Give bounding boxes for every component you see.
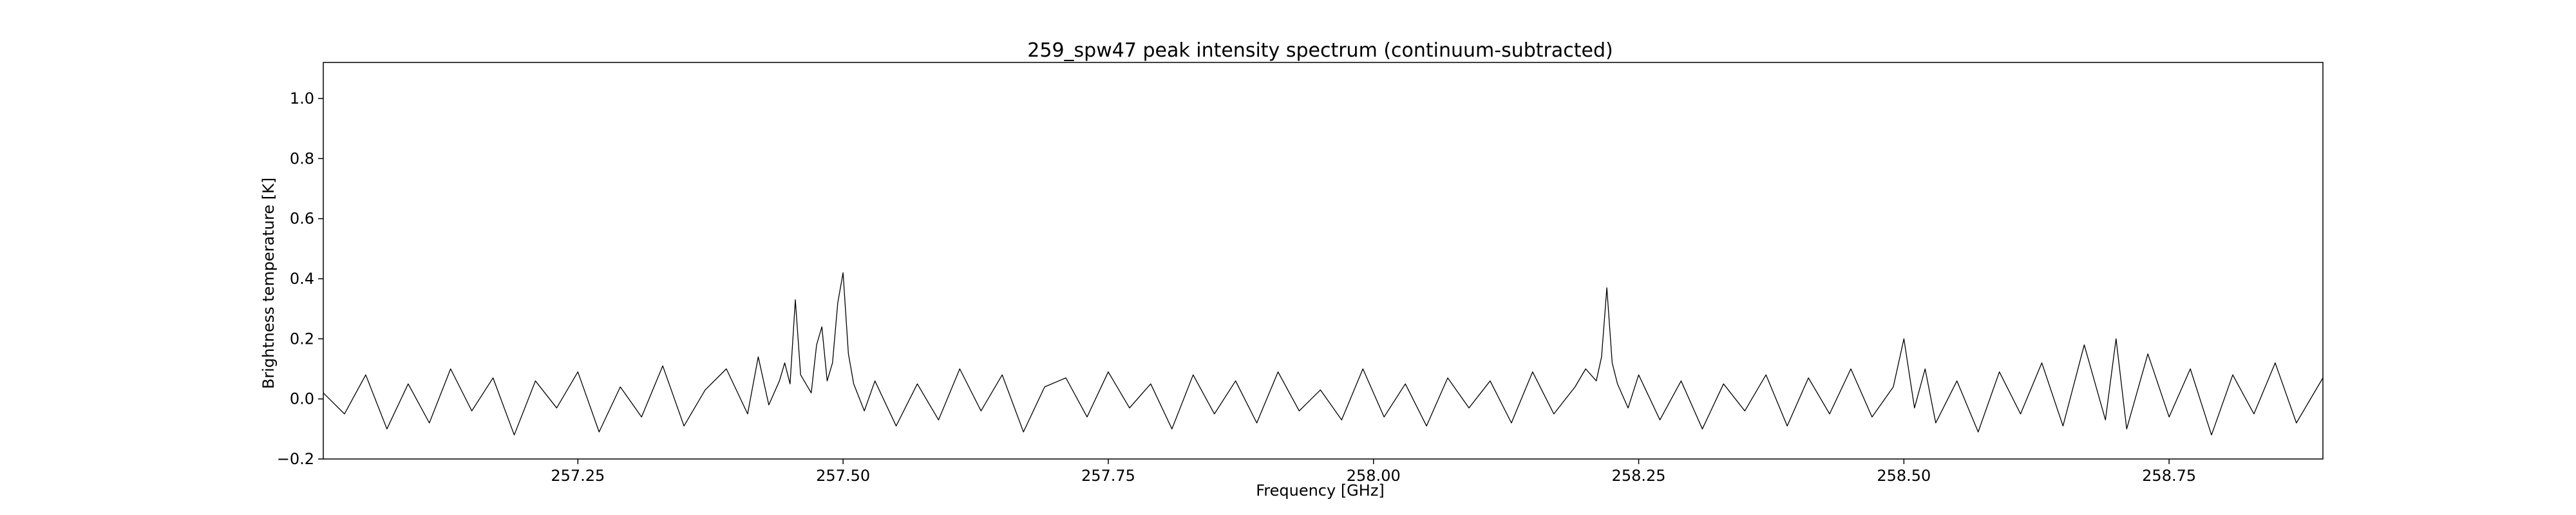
x-tick-label: 258.50	[1877, 467, 1931, 485]
x-tick-label: 258.75	[2142, 467, 2196, 485]
y-tick-label: 0.4	[290, 270, 314, 288]
x-tick-label: 258.00	[1347, 467, 1401, 485]
x-tick-label: 257.75	[1081, 467, 1135, 485]
x-tick-label: 257.25	[551, 467, 605, 485]
y-tick-label: 0.0	[290, 390, 314, 408]
y-tick-label: 0.8	[290, 149, 314, 167]
plot-frame	[323, 62, 2324, 460]
x-axis-label: Frequency [GHz]	[1256, 482, 1385, 500]
x-tick-label: 257.50	[816, 467, 870, 485]
plot-area: 257.25 257.50 257.75 258.00 258.25 258.50 258.…	[277, 62, 2324, 485]
y-tick-label: 0.6	[290, 210, 314, 228]
chart-title: 259_spw47 peak intensity spectrum (conti…	[1027, 39, 1613, 62]
y-tick-label: 1.0	[290, 89, 314, 108]
x-tick-label: 258.25	[1612, 467, 1666, 485]
spectrum-line	[323, 272, 2324, 436]
y-tick-label: −0.2	[277, 450, 314, 468]
y-tick-label: 0.2	[290, 330, 314, 348]
y-axis-label: Brightness temperature [K]	[260, 178, 278, 389]
